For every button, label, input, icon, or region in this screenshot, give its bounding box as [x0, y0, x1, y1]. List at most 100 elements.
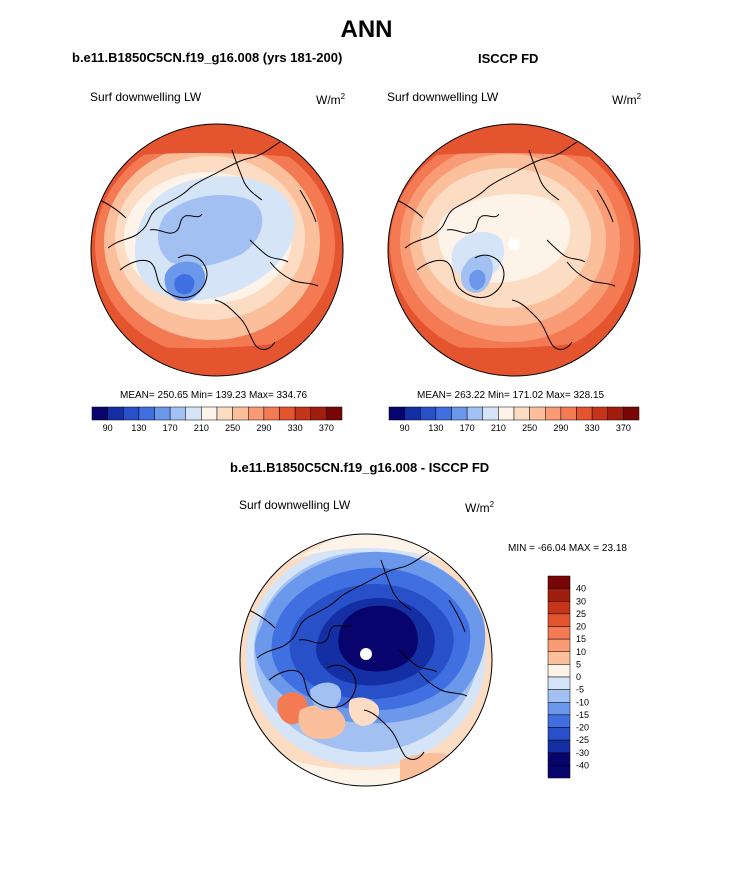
left-colorbar-swatch: [248, 406, 265, 421]
difference-colorbar-swatch: [547, 689, 571, 703]
left-map-border: [90, 123, 344, 377]
right-colorbar-tick-label: 90: [400, 423, 410, 433]
right-colorbar-tick-label: 130: [428, 423, 443, 433]
difference-colorbar-tick-label: -25: [576, 735, 589, 745]
difference-colorbar-tick-label: -30: [576, 748, 589, 758]
right-colorbar-swatch: [451, 406, 468, 421]
difference-colorbar-tick-label: -10: [576, 697, 589, 707]
difference-colorbar-swatch: [547, 601, 571, 615]
right-map-border: [387, 123, 641, 377]
right-colorbar-swatch: [560, 406, 577, 421]
difference-colorbar-tick-label: -20: [576, 723, 589, 733]
left-polar-map: [91, 124, 343, 376]
difference-colorbar-tick-label: -5: [576, 685, 584, 695]
left-colorbar-swatch: [169, 406, 186, 421]
difference-colorbar-tick-label: -15: [576, 710, 589, 720]
left-coastlines: [99, 141, 319, 350]
difference-colorbar-tick-label: 20: [576, 622, 586, 632]
difference-colorbar-tick-label: 25: [576, 609, 586, 619]
left-colorbar-swatch: [91, 406, 108, 421]
difference-colorbar-swatch: [547, 714, 571, 728]
difference-colorbar-tick-label: 40: [576, 584, 586, 594]
left-colorbar-tick-label: 370: [319, 423, 334, 433]
left-colorbar-tick-label: 170: [163, 423, 178, 433]
difference-polar-map: [240, 534, 492, 786]
left-panel-stats: MEAN= 250.65 Min= 139.23 Max= 334.76: [120, 390, 308, 401]
difference-colorbar-tick-label: 15: [576, 634, 586, 644]
left-panel-units: W/m2: [316, 92, 346, 107]
left-colorbar-swatch: [154, 406, 171, 421]
difference-colorbar-swatch: [547, 702, 571, 716]
left-colorbar-swatch: [201, 406, 218, 421]
right-colorbar-swatch: [435, 406, 452, 421]
difference-colorbar-tick-label: 30: [576, 596, 586, 606]
right-colorbar-swatch: [607, 406, 624, 421]
right-panel-units: W/m2: [612, 92, 642, 107]
left-colorbar-swatch: [185, 406, 202, 421]
difference-colorbar-swatch: [547, 664, 571, 678]
difference-coastlines: [248, 551, 468, 760]
right-colorbar-tick-label: 370: [616, 423, 631, 433]
difference-colorbar-swatch: [547, 638, 571, 652]
right-colorbar-swatch: [404, 406, 421, 421]
left-colorbar-tick-label: 210: [194, 423, 209, 433]
left-colorbar-tick-label: 90: [103, 423, 113, 433]
left-colorbar-swatch: [216, 406, 233, 421]
difference-colorbar: 40 30 25 20 15 10 5 0 -5 -10 -15 -20 -25 -30 -40: [547, 575, 589, 779]
right-colorbar-swatch: [420, 406, 437, 421]
right-colorbar-swatch: [498, 406, 515, 421]
right-colorbar: 90 130 170 210 250 290 330 370: [388, 406, 640, 433]
page-title: ANN: [340, 16, 393, 43]
right-panel-stats: MEAN= 263.22 Min= 171.02 Max= 328.15: [417, 390, 605, 401]
difference-colorbar-swatch: [547, 676, 571, 690]
difference-colorbar-swatch: [547, 626, 571, 640]
difference-colorbar-swatch: [547, 575, 571, 589]
difference-colorbar-tick-label: 5: [576, 659, 581, 669]
left-colorbar-tick-label: 130: [131, 423, 146, 433]
left-colorbar-swatch: [123, 406, 140, 421]
left-colorbar-tick-label: 290: [256, 423, 271, 433]
right-colorbar-swatch: [466, 406, 483, 421]
difference-colorbar-swatch: [547, 765, 571, 779]
right-colorbar-swatch: [591, 406, 608, 421]
right-colorbar-swatch: [623, 406, 640, 421]
difference-colorbar-swatch: [547, 739, 571, 753]
left-colorbar: 90 130 170 210 250 290 330 370: [91, 406, 343, 433]
right-colorbar-tick-label: 210: [491, 423, 506, 433]
right-colorbar-swatch: [513, 406, 530, 421]
left-colorbar-swatch: [326, 406, 343, 421]
right-panel-title: ISCCP FD: [478, 51, 539, 66]
right-polar-map: [388, 124, 640, 376]
left-panel-title: b.e11.B1850C5CN.f19_g16.008 (yrs 181-200…: [72, 50, 343, 65]
left-colorbar-swatch: [310, 406, 327, 421]
difference-panel-units: W/m2: [465, 500, 495, 515]
difference-colorbar-swatch: [547, 752, 571, 766]
right-colorbar-swatch: [576, 406, 593, 421]
difference-colorbar-tick-label: 0: [576, 672, 581, 682]
difference-colorbar-tick-label: -40: [576, 760, 589, 770]
difference-colorbar-tick-label: 10: [576, 647, 586, 657]
difference-colorbar-swatch: [547, 613, 571, 627]
left-colorbar-swatch: [232, 406, 249, 421]
right-colorbar-swatch: [388, 406, 405, 421]
right-colorbar-tick-label: 170: [460, 423, 475, 433]
right-colorbar-tick-label: 290: [553, 423, 568, 433]
right-colorbar-swatch: [482, 406, 499, 421]
difference-colorbar-swatch: [547, 651, 571, 665]
right-colorbar-tick-label: 330: [585, 423, 600, 433]
difference-colorbar-swatch: [547, 727, 571, 741]
difference-panel-stats: MIN = -66.04 MAX = 23.18: [508, 543, 627, 554]
left-colorbar-swatch: [107, 406, 124, 421]
left-colorbar-tick-label: 330: [288, 423, 303, 433]
difference-panel-variable-label: Surf downwelling LW: [239, 498, 351, 512]
right-colorbar-swatch: [529, 406, 546, 421]
left-colorbar-swatch: [263, 406, 280, 421]
difference-panel-title: b.e11.B1850C5CN.f19_g16.008 - ISCCP FD: [230, 460, 490, 475]
right-colorbar-tick-label: 250: [522, 423, 537, 433]
difference-map-border: [239, 533, 493, 787]
right-colorbar-swatch: [545, 406, 562, 421]
right-coastlines: [396, 141, 616, 350]
left-panel-variable-label: Surf downwelling LW: [90, 90, 202, 104]
difference-colorbar-swatch: [547, 588, 571, 602]
